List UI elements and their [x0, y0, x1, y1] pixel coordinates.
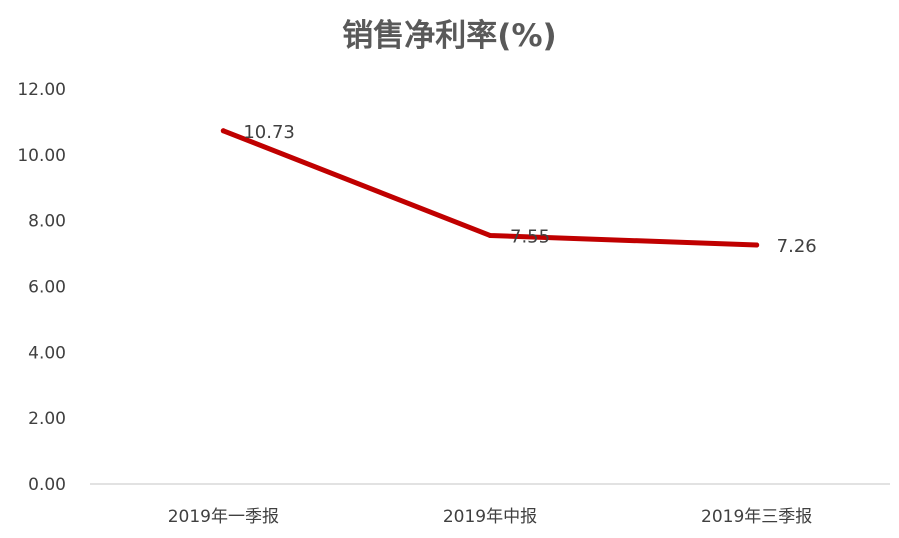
- y-axis-tick-labels: 0.00 2.00 4.00 6.00 8.00 10.00 12.00: [17, 80, 66, 495]
- data-point: [487, 232, 493, 238]
- y-tick-label: 10.00: [17, 146, 66, 166]
- y-tick-label: 12.00: [17, 80, 66, 100]
- x-axis-tick-labels: 2019年一季报 2019年中报 2019年三季报: [168, 507, 813, 527]
- x-tick-label: 2019年一季报: [168, 507, 279, 527]
- y-tick-label: 8.00: [28, 212, 66, 232]
- data-label: 7.26: [777, 236, 817, 257]
- x-tick-label: 2019年中报: [443, 507, 537, 527]
- y-tick-label: 0.00: [28, 475, 66, 495]
- data-label: 10.73: [243, 122, 295, 143]
- y-tick-label: 4.00: [28, 343, 66, 363]
- y-tick-label: 2.00: [28, 409, 66, 429]
- data-labels: 10.73 7.55 7.26: [243, 122, 816, 257]
- x-tick-label: 2019年三季报: [701, 507, 812, 527]
- data-point: [220, 128, 226, 134]
- data-point: [754, 242, 760, 248]
- y-tick-label: 6.00: [28, 278, 66, 298]
- series-line: [220, 128, 760, 248]
- data-label: 7.55: [510, 226, 550, 247]
- series-group: [220, 128, 760, 248]
- chart-title: 销售净利率(%): [342, 18, 557, 54]
